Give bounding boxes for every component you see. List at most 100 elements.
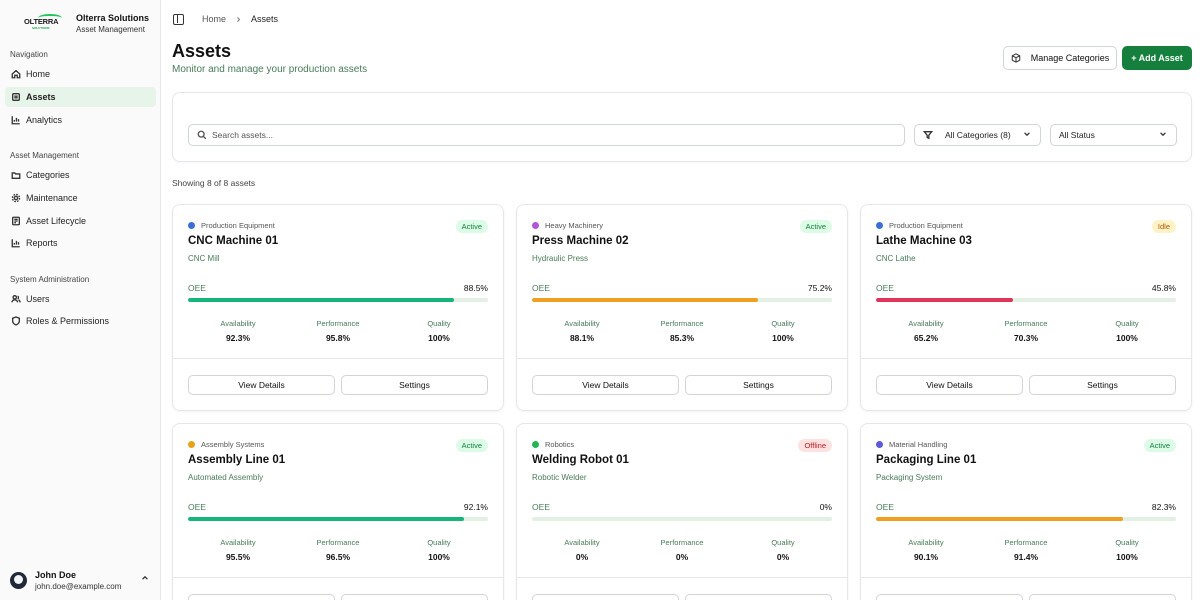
asset-type: Robotic Welder <box>532 473 587 482</box>
sidebar-item-label: Asset Lifecycle <box>26 216 87 226</box>
view-details-button[interactable]: View Details <box>532 594 679 600</box>
sidebar-item-roles-permissions[interactable]: Roles & Permissions <box>5 311 156 331</box>
chart-icon <box>11 116 20 125</box>
add-asset-button[interactable]: + Add Asset <box>1122 46 1192 70</box>
settings-button[interactable]: Settings <box>341 375 488 395</box>
availability-metric: Availability 0% <box>532 538 632 562</box>
settings-button[interactable]: Settings <box>1029 375 1176 395</box>
performance-metric: Performance 95.8% <box>288 319 388 343</box>
oee-progress-fill <box>532 298 758 302</box>
card-divider <box>173 358 503 359</box>
sidebar-item-reports[interactable]: Reports <box>5 233 156 253</box>
sidebar-item-home[interactable]: Home <box>5 64 156 84</box>
chevron-down-icon <box>1160 132 1166 137</box>
chart-icon <box>11 239 20 248</box>
metric-label: Availability <box>564 319 600 328</box>
settings-button[interactable]: Settings <box>685 594 832 600</box>
status-select[interactable]: All Status <box>1050 124 1177 146</box>
category-dot-icon <box>532 222 539 229</box>
asset-category: Production Equipment <box>188 221 275 230</box>
oee-progress-bar <box>876 517 1176 521</box>
metric-label: Availability <box>220 319 256 328</box>
users-icon <box>11 295 21 303</box>
oee-value: 82.3% <box>1151 502 1176 512</box>
settings-button[interactable]: Settings <box>685 375 832 395</box>
category-dot-icon <box>532 441 539 448</box>
oee-progress-bar <box>532 298 832 302</box>
chevron-up-icon <box>142 575 148 580</box>
settings-button[interactable]: Settings <box>341 594 488 600</box>
quality-metric: Quality 0% <box>733 538 833 562</box>
sidebar-item-label: Users <box>26 294 50 304</box>
asset-card[interactable]: Heavy Machinery Active Press Machine 02 Hyd… <box>516 204 848 411</box>
user-menu[interactable]: John Doe john.doe@example.com <box>10 568 155 592</box>
asset-card[interactable]: Assembly Systems Active Assembly Line 01 Au… <box>172 423 504 600</box>
status-badge: Active <box>799 220 832 233</box>
sidebar-item-label: Assets <box>26 92 56 102</box>
quality-metric: Quality 100% <box>1077 538 1177 562</box>
view-details-button[interactable]: View Details <box>876 594 1023 600</box>
metric-value: 0% <box>675 552 689 562</box>
category-dot-icon <box>188 222 195 229</box>
availability-metric: Availability 65.2% <box>876 319 976 343</box>
sidebar-toggle-icon[interactable] <box>173 13 184 25</box>
asset-name: CNC Machine 01 <box>188 235 279 247</box>
settings-button[interactable]: Settings <box>1029 594 1176 600</box>
sidebar-item-categories[interactable]: Categories <box>5 165 156 185</box>
quality-metric: Quality 100% <box>1077 319 1177 343</box>
folder-icon <box>11 172 21 179</box>
category-dot-icon <box>188 441 195 448</box>
sidebar-item-maintenance[interactable]: Maintenance <box>5 188 156 208</box>
performance-metric: Performance 91.4% <box>976 538 1076 562</box>
search-input[interactable] <box>212 130 892 140</box>
asset-card[interactable]: Production Equipment Idle Lathe Machine 03… <box>860 204 1192 411</box>
results-count: Showing 8 of 8 assets <box>172 178 256 188</box>
metric-label: Availability <box>908 319 944 328</box>
chevron-down-icon <box>1024 132 1030 137</box>
view-details-button[interactable]: View Details <box>188 594 335 600</box>
metric-value: 70.3% <box>1013 333 1039 343</box>
oee-progress-fill <box>876 517 1123 521</box>
asset-card[interactable]: Material Handling Active Packaging Line 01… <box>860 423 1192 600</box>
brand[interactable]: OLTERRA SOLUTIONS Olterra Solutions Asse… <box>0 0 160 38</box>
category-select[interactable]: All Categories (8) <box>914 124 1041 146</box>
manage-categories-button[interactable]: Manage Categories <box>1003 46 1117 70</box>
asset-card[interactable]: Robotics Offline Welding Robot 01 Robotic W… <box>516 423 848 600</box>
category-dot-icon <box>876 441 883 448</box>
asset-type: Automated Assembly <box>188 473 264 482</box>
breadcrumb-home[interactable]: Home <box>202 14 227 24</box>
view-details-button[interactable]: View Details <box>532 375 679 395</box>
sidebar-item-assets[interactable]: Assets <box>5 87 156 107</box>
view-details-button[interactable]: View Details <box>188 375 335 395</box>
lifecycle-icon <box>12 216 20 226</box>
oee-label: OEE <box>532 283 550 293</box>
brand-subtitle: Asset Management <box>76 24 145 34</box>
sidebar-item-asset-lifecycle[interactable]: Asset Lifecycle <box>5 211 156 231</box>
metric-label: Performance <box>316 319 360 328</box>
sidebar-item-users[interactable]: Users <box>5 289 156 309</box>
quality-metric: Quality 100% <box>389 319 489 343</box>
oee-progress-bar <box>188 517 488 521</box>
sidebar-item-label: Home <box>26 69 51 79</box>
status-badge: Offline <box>798 439 832 452</box>
view-details-button[interactable]: View Details <box>876 375 1023 395</box>
filter-icon <box>923 131 933 140</box>
asset-type: CNC Mill <box>188 254 220 263</box>
metric-label: Performance <box>1004 319 1048 328</box>
metric-value: 90.1% <box>913 552 939 562</box>
asset-name: Lathe Machine 03 <box>876 235 972 247</box>
metric-value: 88.1% <box>569 333 595 343</box>
asset-name: Assembly Line 01 <box>188 454 286 466</box>
oee-value: 92.1% <box>463 502 488 512</box>
availability-metric: Availability 90.1% <box>876 538 976 562</box>
asset-card[interactable]: Production Equipment Active CNC Machine 01… <box>172 204 504 411</box>
sidebar-item-analytics[interactable]: Analytics <box>5 110 156 130</box>
metric-value: 0% <box>575 552 589 562</box>
card-divider <box>861 358 1191 359</box>
metric-value: 95.8% <box>325 333 351 343</box>
metric-value: 85.3% <box>669 333 695 343</box>
nav-group-system-administration: System Administration <box>10 275 90 284</box>
oee-progress-fill <box>188 298 454 302</box>
search-field[interactable] <box>188 124 905 146</box>
oee-progress-fill <box>188 517 465 521</box>
